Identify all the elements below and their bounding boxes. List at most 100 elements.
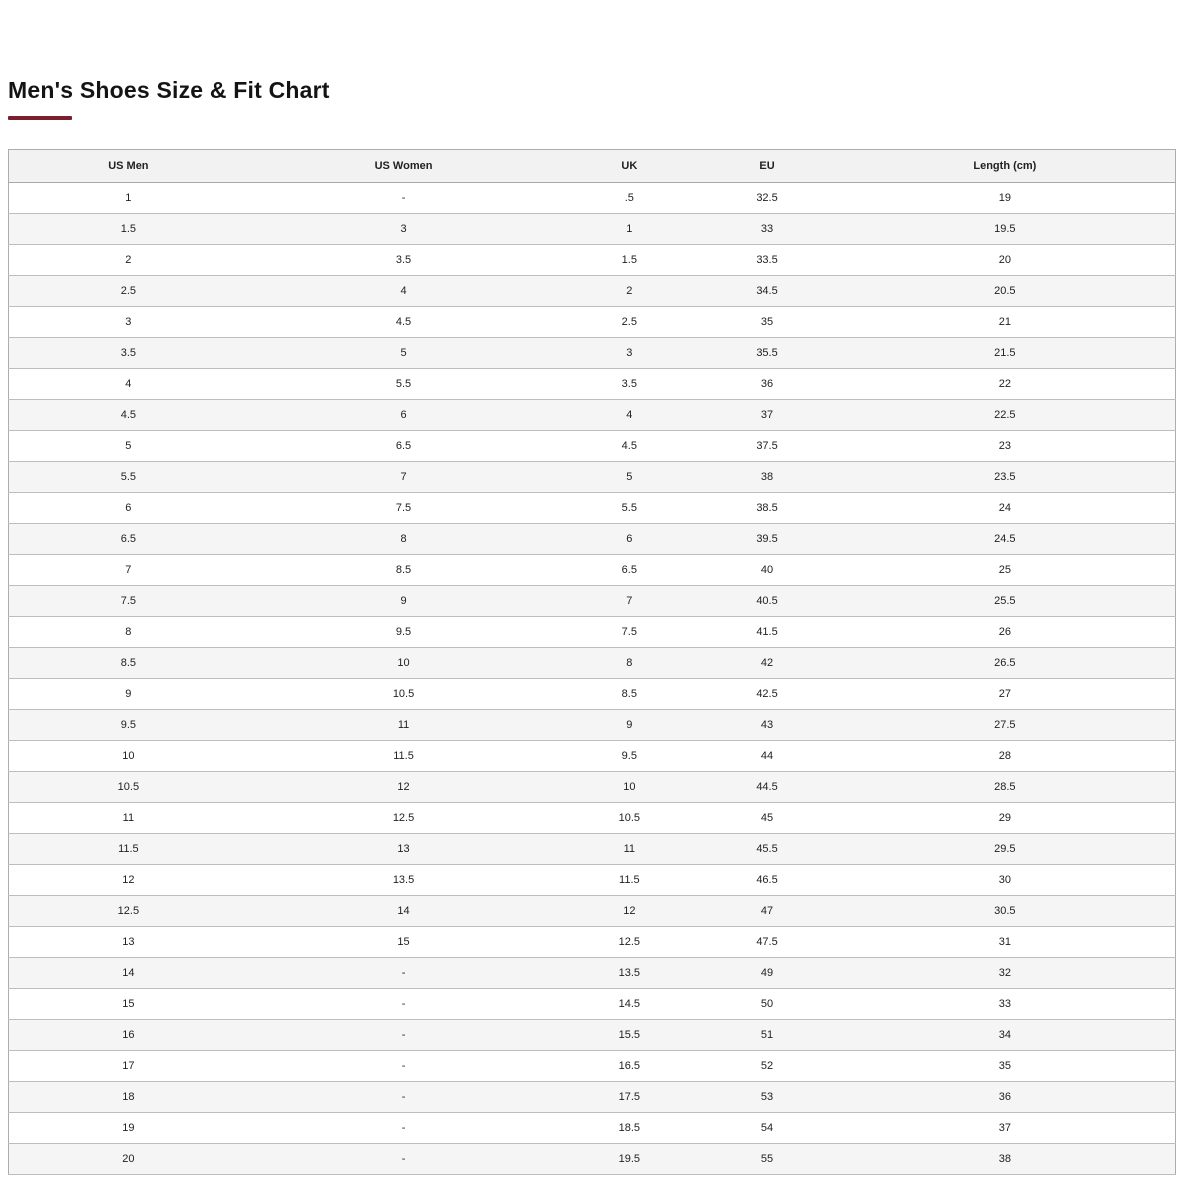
cell-us-men: 16 [8, 1019, 248, 1051]
page-title: Men's Shoes Size & Fit Chart [8, 77, 330, 103]
cell-uk: .5 [559, 182, 700, 214]
cell-uk: 10.5 [559, 802, 700, 834]
cell-us-women: 13 [247, 833, 560, 865]
cell-length-cm: 30 [834, 864, 1176, 896]
cell-uk: 12.5 [559, 926, 700, 958]
cell-eu: 47 [699, 895, 835, 927]
cell-us-men: 9.5 [8, 709, 248, 741]
cell-eu: 45.5 [699, 833, 835, 865]
cell-us-men: 5.5 [8, 461, 248, 493]
cell-uk: 11.5 [559, 864, 700, 896]
table-row: 7.5 9 7 40.5 25.5 [8, 585, 1176, 617]
table-row: 8 9.5 7.5 41.5 26 [8, 616, 1176, 648]
cell-uk: 10 [559, 771, 700, 803]
cell-eu: 50 [699, 988, 835, 1020]
cell-us-women: - [247, 1112, 560, 1144]
cell-length-cm: 21 [834, 306, 1176, 338]
size-chart-table-header: US Men US Women UK EU Length (cm) [8, 149, 1176, 183]
table-row: 1.5 3 1 33 19.5 [8, 213, 1176, 245]
cell-us-women: - [247, 1050, 560, 1082]
cell-us-men: 15 [8, 988, 248, 1020]
cell-eu: 52 [699, 1050, 835, 1082]
cell-eu: 40.5 [699, 585, 835, 617]
cell-us-women: - [247, 1081, 560, 1113]
cell-eu: 41.5 [699, 616, 835, 648]
table-row: 7 8.5 6.5 40 25 [8, 554, 1176, 586]
table-row: 14-13.5 49 32 [8, 957, 1176, 989]
cell-length-cm: 20 [834, 244, 1176, 276]
cell-us-men: 18 [8, 1081, 248, 1113]
cell-uk: 8 [559, 647, 700, 679]
cell-us-men: 14 [8, 957, 248, 989]
cell-us-women: 3.5 [247, 244, 560, 276]
cell-us-women: - [247, 957, 560, 989]
cell-eu: 35.5 [699, 337, 835, 369]
table-row: 6.5 8 6 39.5 24.5 [8, 523, 1176, 555]
table-row: 10.5 12 10 44.5 28.5 [8, 771, 1176, 803]
cell-uk: 6.5 [559, 554, 700, 586]
cell-us-men: 11.5 [8, 833, 248, 865]
cell-us-men: 2.5 [8, 275, 248, 307]
cell-eu: 54 [699, 1112, 835, 1144]
cell-uk: 9.5 [559, 740, 700, 772]
cell-us-women: 5.5 [247, 368, 560, 400]
table-row: 9 10.5 8.5 42.5 27 [8, 678, 1176, 710]
cell-length-cm: 33 [834, 988, 1176, 1020]
cell-eu: 33 [699, 213, 835, 245]
column-header-us-men: US Men [8, 149, 248, 183]
cell-us-women: 4.5 [247, 306, 560, 338]
table-row: 5.5 7 5 38 23.5 [8, 461, 1176, 493]
cell-eu: 44 [699, 740, 835, 772]
cell-uk: 15.5 [559, 1019, 700, 1051]
cell-eu: 55 [699, 1143, 835, 1175]
cell-uk: 8.5 [559, 678, 700, 710]
column-header-length-cm: Length (cm) [834, 149, 1176, 183]
cell-eu: 44.5 [699, 771, 835, 803]
cell-uk: 14.5 [559, 988, 700, 1020]
cell-us-men: 12.5 [8, 895, 248, 927]
table-row: 5 6.5 4.5 37.5 23 [8, 430, 1176, 462]
cell-length-cm: 29.5 [834, 833, 1176, 865]
cell-uk: 7.5 [559, 616, 700, 648]
cell-length-cm: 27.5 [834, 709, 1176, 741]
cell-us-men: 6.5 [8, 523, 248, 555]
cell-us-men: 5 [8, 430, 248, 462]
cell-us-men: 1 [8, 182, 248, 214]
cell-us-women: 6.5 [247, 430, 560, 462]
cell-us-women: 7.5 [247, 492, 560, 524]
cell-us-women: 12 [247, 771, 560, 803]
cell-eu: 49 [699, 957, 835, 989]
cell-length-cm: 37 [834, 1112, 1176, 1144]
cell-us-women: 10 [247, 647, 560, 679]
cell-us-men: 2 [8, 244, 248, 276]
cell-eu: 45 [699, 802, 835, 834]
cell-us-men: 10 [8, 740, 248, 772]
cell-eu: 34.5 [699, 275, 835, 307]
table-row: 12 13.5 11.5 46.5 30 [8, 864, 1176, 896]
size-chart-table-body: 1- .5 32.5 19 1.5 3 1 33 19.5 2 3.5 1.5 33.5 20 2.5 4 2 3… [8, 182, 1176, 1175]
title-underline-accent [8, 116, 72, 120]
cell-eu: 38 [699, 461, 835, 493]
cell-uk: 5 [559, 461, 700, 493]
cell-length-cm: 36 [834, 1081, 1176, 1113]
cell-length-cm: 26.5 [834, 647, 1176, 679]
cell-eu: 35 [699, 306, 835, 338]
size-chart-table: US Men US Women UK EU Length (cm) 1- .5 32.5 19… [8, 149, 1176, 1175]
table-row: 11.5 13 11 45.5 29.5 [8, 833, 1176, 865]
cell-us-women: 8.5 [247, 554, 560, 586]
cell-eu: 51 [699, 1019, 835, 1051]
cell-eu: 43 [699, 709, 835, 741]
cell-uk: 13.5 [559, 957, 700, 989]
cell-us-women: 13.5 [247, 864, 560, 896]
cell-eu: 36 [699, 368, 835, 400]
cell-length-cm: 25.5 [834, 585, 1176, 617]
table-row: 8.5 10 8 42 26.5 [8, 647, 1176, 679]
cell-us-men: 19 [8, 1112, 248, 1144]
cell-us-women: 6 [247, 399, 560, 431]
cell-us-women: 12.5 [247, 802, 560, 834]
cell-eu: 53 [699, 1081, 835, 1113]
cell-length-cm: 32 [834, 957, 1176, 989]
cell-length-cm: 22 [834, 368, 1176, 400]
cell-eu: 42 [699, 647, 835, 679]
